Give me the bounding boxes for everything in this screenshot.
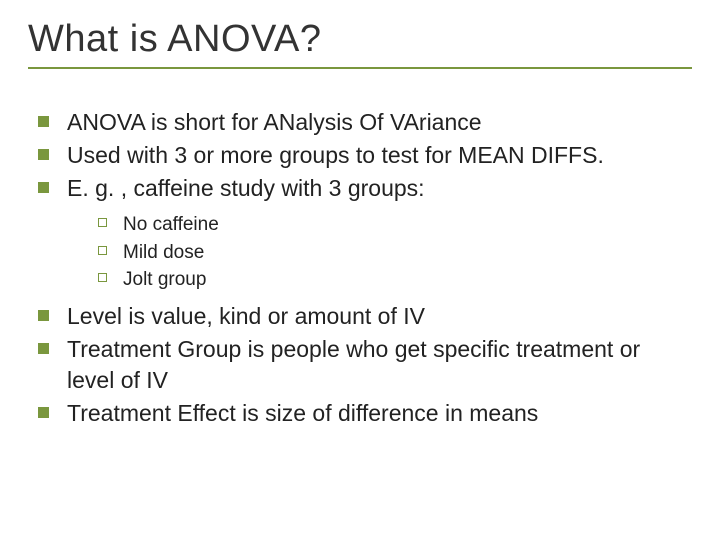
hollow-square-bullet-icon (98, 218, 107, 227)
sub-list-item: Jolt group (98, 267, 692, 293)
square-bullet-icon (38, 343, 49, 354)
hollow-square-bullet-icon (98, 273, 107, 282)
square-bullet-icon (38, 149, 49, 160)
sub-list-item-text: Jolt group (123, 267, 206, 293)
slide-title: What is ANOVA? (28, 18, 692, 61)
list-item-text: Level is value, kind or amount of IV (67, 301, 425, 332)
list-item: E. g. , caffeine study with 3 groups: (38, 173, 692, 204)
list-item-text: E. g. , caffeine study with 3 groups: (67, 173, 425, 204)
list-item: Level is value, kind or amount of IV (38, 301, 692, 332)
sub-list-item: No caffeine (98, 212, 692, 238)
content-area: ANOVA is short for ANalysis Of VAriance … (28, 107, 692, 429)
square-bullet-icon (38, 116, 49, 127)
sub-list-item: Mild dose (98, 240, 692, 266)
list-item-text: Treatment Effect is size of difference i… (67, 398, 538, 429)
hollow-square-bullet-icon (98, 246, 107, 255)
sub-list-item-text: No caffeine (123, 212, 219, 238)
list-item-text: Treatment Group is people who get specif… (67, 334, 692, 396)
list-item: Used with 3 or more groups to test for M… (38, 140, 692, 171)
square-bullet-icon (38, 182, 49, 193)
main-list-bottom: Level is value, kind or amount of IV Tre… (38, 301, 692, 429)
main-list-top: ANOVA is short for ANalysis Of VAriance … (38, 107, 692, 204)
title-wrap: What is ANOVA? (28, 18, 692, 69)
list-item: Treatment Effect is size of difference i… (38, 398, 692, 429)
sub-list: No caffeine Mild dose Jolt group (98, 212, 692, 293)
sub-list-item-text: Mild dose (123, 240, 204, 266)
square-bullet-icon (38, 407, 49, 418)
list-item-text: Used with 3 or more groups to test for M… (67, 140, 604, 171)
list-item: ANOVA is short for ANalysis Of VAriance (38, 107, 692, 138)
square-bullet-icon (38, 310, 49, 321)
list-item-text: ANOVA is short for ANalysis Of VAriance (67, 107, 482, 138)
list-item: Treatment Group is people who get specif… (38, 334, 692, 396)
slide-container: What is ANOVA? ANOVA is short for ANalys… (0, 0, 720, 540)
